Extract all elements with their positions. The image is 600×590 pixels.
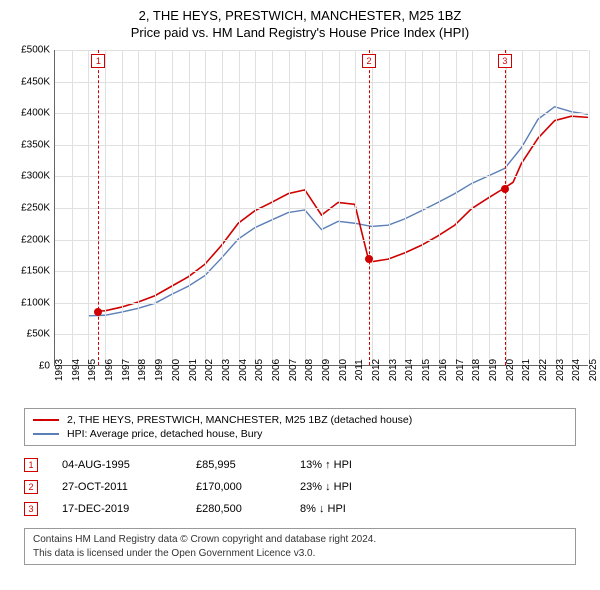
- x-tick-label: 1996: [104, 359, 115, 381]
- footer-line2: This data is licensed under the Open Gov…: [33, 547, 567, 561]
- marker-box: 1: [91, 54, 105, 68]
- x-tick-label: 2005: [254, 359, 265, 381]
- x-tick-label: 2008: [304, 359, 315, 381]
- sales-diff: 8% ↓ HPI: [300, 503, 390, 515]
- legend-label: HPI: Average price, detached house, Bury: [67, 428, 262, 440]
- y-tick-label: £450K: [21, 76, 50, 87]
- y-tick-label: £100K: [21, 297, 50, 308]
- x-tick-label: 2016: [438, 359, 449, 381]
- y-tick-label: £400K: [21, 108, 50, 119]
- sales-table: 1 04-AUG-1995 £85,995 13% ↑ HPI 2 27-OCT…: [24, 454, 576, 520]
- x-tick-label: 2020: [505, 359, 516, 381]
- x-tick-label: 1993: [54, 359, 65, 381]
- x-tick-label: 2017: [455, 359, 466, 381]
- plot-area: 1 2 3: [54, 50, 588, 366]
- sales-date: 17-DEC-2019: [62, 503, 172, 515]
- sales-marker-box: 3: [24, 502, 38, 516]
- y-tick-label: £200K: [21, 234, 50, 245]
- y-tick-label: £0: [39, 361, 50, 372]
- sales-date: 27-OCT-2011: [62, 481, 172, 493]
- x-tick-label: 2015: [421, 359, 432, 381]
- legend-label: 2, THE HEYS, PRESTWICH, MANCHESTER, M25 …: [67, 414, 412, 426]
- sales-row: 1 04-AUG-1995 £85,995 13% ↑ HPI: [24, 454, 576, 476]
- footer-attribution: Contains HM Land Registry data © Crown c…: [24, 528, 576, 565]
- x-tick-label: 1999: [154, 359, 165, 381]
- x-tick-label: 2018: [471, 359, 482, 381]
- sales-marker-box: 1: [24, 458, 38, 472]
- footer-line1: Contains HM Land Registry data © Crown c…: [33, 533, 567, 547]
- x-tick-label: 2011: [354, 359, 365, 381]
- y-tick-label: £300K: [21, 171, 50, 182]
- x-tick-label: 2013: [388, 359, 399, 381]
- y-tick-label: £250K: [21, 203, 50, 214]
- marker-dot: [94, 308, 102, 316]
- y-tick-label: £500K: [21, 45, 50, 56]
- x-tick-label: 2001: [188, 359, 199, 381]
- title-line1: 2, THE HEYS, PRESTWICH, MANCHESTER, M25 …: [10, 8, 590, 23]
- marker-box: 3: [498, 54, 512, 68]
- marker-line: [505, 50, 506, 365]
- x-tick-label: 2002: [204, 359, 215, 381]
- sales-marker-box: 2: [24, 480, 38, 494]
- y-tick-label: £350K: [21, 139, 50, 150]
- x-tick-label: 2023: [555, 359, 566, 381]
- x-tick-label: 2009: [321, 359, 332, 381]
- sales-price: £170,000: [196, 481, 276, 493]
- chart: £0 £50K £100K £150K £200K £250K £300K £350K £400…: [10, 50, 590, 402]
- x-tick-label: 2024: [571, 359, 582, 381]
- legend-item: HPI: Average price, detached house, Bury: [33, 427, 567, 441]
- x-tick-label: 2004: [238, 359, 249, 381]
- x-tick-label: 2019: [488, 359, 499, 381]
- legend-swatch: [33, 433, 59, 435]
- x-tick-label: 2012: [371, 359, 382, 381]
- x-tick-label: 1997: [121, 359, 132, 381]
- x-tick-label: 1995: [87, 359, 98, 381]
- x-tick-label: 2000: [171, 359, 182, 381]
- x-tick-label: 1998: [137, 359, 148, 381]
- y-tick-label: £150K: [21, 266, 50, 277]
- y-tick-label: £50K: [27, 329, 50, 340]
- x-tick-label: 2007: [288, 359, 299, 381]
- sales-diff: 13% ↑ HPI: [300, 459, 390, 471]
- marker-box: 2: [362, 54, 376, 68]
- sales-row: 2 27-OCT-2011 £170,000 23% ↓ HPI: [24, 476, 576, 498]
- x-tick-label: 2010: [338, 359, 349, 381]
- x-tick-label: 2021: [521, 359, 532, 381]
- x-tick-label: 2006: [271, 359, 282, 381]
- sales-price: £280,500: [196, 503, 276, 515]
- sales-date: 04-AUG-1995: [62, 459, 172, 471]
- legend: 2, THE HEYS, PRESTWICH, MANCHESTER, M25 …: [24, 408, 576, 446]
- x-tick-label: 1994: [71, 359, 82, 381]
- marker-dot: [365, 255, 373, 263]
- marker-dot: [501, 185, 509, 193]
- sales-row: 3 17-DEC-2019 £280,500 8% ↓ HPI: [24, 498, 576, 520]
- legend-item: 2, THE HEYS, PRESTWICH, MANCHESTER, M25 …: [33, 413, 567, 427]
- x-tick-label: 2022: [538, 359, 549, 381]
- sales-diff: 23% ↓ HPI: [300, 481, 390, 493]
- chart-title: 2, THE HEYS, PRESTWICH, MANCHESTER, M25 …: [10, 8, 590, 40]
- y-axis-labels: £0£50K£100K£150K£200K£250K£300K£350K£400…: [10, 50, 52, 366]
- marker-line: [98, 50, 99, 365]
- legend-swatch: [33, 419, 59, 421]
- x-tick-label: 2003: [221, 359, 232, 381]
- x-tick-label: 2025: [588, 359, 599, 381]
- x-tick-label: 2014: [404, 359, 415, 381]
- title-line2: Price paid vs. HM Land Registry's House …: [10, 25, 590, 40]
- sales-price: £85,995: [196, 459, 276, 471]
- marker-line: [369, 50, 370, 365]
- x-axis-labels: 1993199419951996199719981999200020012002…: [54, 366, 588, 402]
